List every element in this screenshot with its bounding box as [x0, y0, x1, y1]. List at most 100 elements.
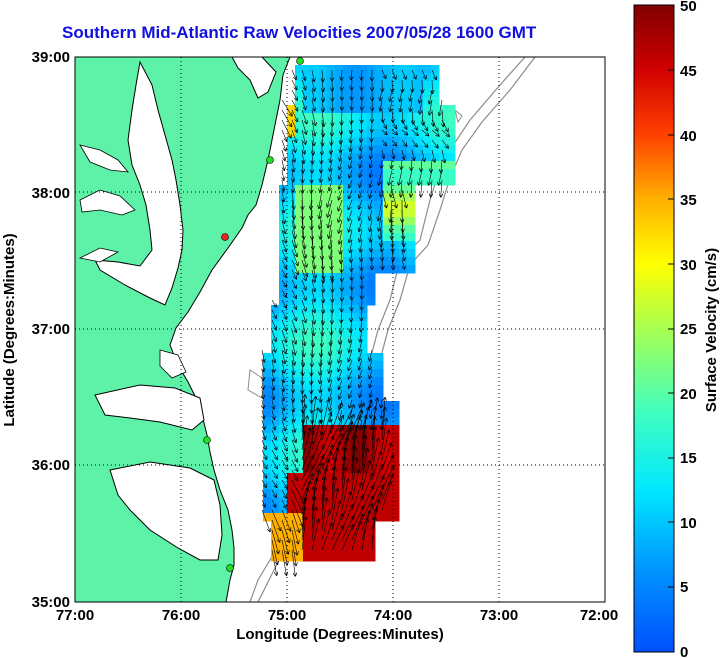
velocity-vector — [431, 69, 436, 80]
velocity-cell — [375, 441, 384, 450]
velocity-cell — [303, 201, 312, 210]
velocity-vector — [351, 79, 352, 90]
velocity-vector — [271, 419, 275, 430]
velocity-vector — [361, 435, 366, 471]
velocity-vector — [311, 497, 315, 531]
velocity-vector — [311, 397, 316, 431]
y-tick-label: 38:00 — [32, 185, 70, 202]
colorbar-tick-label: 20 — [680, 386, 697, 403]
velocity-cell — [287, 337, 296, 346]
velocity-cell — [279, 489, 288, 498]
velocity-vector — [311, 289, 315, 302]
velocity-vector — [360, 239, 362, 252]
velocity-cell — [295, 329, 304, 338]
velocity-vector — [391, 209, 392, 232]
velocity-cell — [311, 289, 320, 298]
velocity-cell — [367, 497, 376, 506]
velocity-cell — [383, 137, 392, 146]
velocity-cell — [359, 193, 368, 202]
velocity-cell — [375, 137, 384, 146]
velocity-vector — [329, 229, 333, 249]
velocity-vector — [271, 499, 276, 507]
velocity-cell — [423, 89, 432, 98]
velocity-cell — [391, 497, 400, 506]
velocity-cell — [319, 377, 328, 386]
velocity-vector — [281, 99, 292, 116]
x-tick-label: 74:00 — [374, 607, 412, 624]
velocity-vector — [392, 109, 393, 122]
velocity-cell — [327, 121, 336, 130]
velocity-cell — [287, 225, 296, 234]
velocity-vector — [301, 319, 305, 334]
velocity-cell — [311, 193, 320, 202]
velocity-cell — [367, 249, 376, 258]
velocity-vector — [421, 149, 425, 161]
velocity-cell — [351, 89, 360, 98]
velocity-cell — [391, 449, 400, 458]
velocity-cell — [359, 105, 368, 114]
velocity-cell — [287, 345, 296, 354]
velocity-vector — [390, 199, 392, 222]
velocity-cell — [383, 89, 392, 98]
velocity-vector — [320, 349, 322, 366]
velocity-cell — [311, 457, 320, 466]
velocity-cell — [351, 201, 360, 210]
velocity-vector — [262, 409, 264, 419]
velocity-cell — [423, 81, 432, 90]
velocity-cell — [287, 425, 296, 434]
velocity-vector — [421, 119, 428, 131]
velocity-cell — [287, 521, 296, 530]
velocity-vector — [348, 369, 353, 379]
velocity-vector — [402, 109, 403, 123]
velocity-vector — [381, 189, 387, 208]
velocity-cell — [319, 553, 328, 562]
velocity-cell — [359, 257, 368, 266]
velocity-vector — [349, 389, 353, 398]
velocity-cell — [271, 465, 280, 474]
colorbar-tick-label: 50 — [680, 0, 697, 15]
velocity-cell — [295, 505, 304, 514]
velocity-cell — [359, 177, 368, 186]
velocity-vector — [422, 109, 423, 125]
velocity-cell — [279, 297, 288, 306]
velocity-vector — [282, 159, 284, 170]
velocity-cell — [295, 65, 304, 74]
velocity-cell — [399, 217, 408, 226]
velocity-cell — [303, 337, 312, 346]
velocity-cell — [351, 185, 360, 194]
velocity-cell — [391, 249, 400, 258]
velocity-cell — [327, 537, 336, 546]
velocity-cell — [375, 377, 384, 386]
colorbar: 50 45 40 35 30 25 20 15 10 5 0 Surface V… — [633, 0, 720, 659]
velocity-cell — [327, 297, 336, 306]
velocity-cell — [279, 313, 288, 322]
velocity-cell — [343, 129, 352, 138]
velocity-cell — [383, 241, 392, 250]
velocity-cell — [311, 257, 320, 266]
velocity-cell — [327, 193, 336, 202]
velocity-vector — [441, 139, 448, 148]
velocity-vector — [302, 149, 304, 163]
velocity-cell — [295, 433, 304, 442]
velocity-cell — [303, 545, 312, 554]
velocity-vector — [331, 441, 341, 471]
velocity-vector — [341, 525, 353, 551]
velocity-cell — [287, 545, 296, 554]
velocity-cell — [351, 249, 360, 258]
velocity-vector — [331, 426, 344, 451]
velocity-cell — [335, 89, 344, 98]
velocity-cell — [351, 169, 360, 178]
velocity-vector — [321, 452, 331, 481]
velocity-vector — [371, 485, 383, 511]
velocity-cell — [319, 521, 328, 530]
velocity-cell — [415, 113, 424, 122]
velocity-cell — [311, 209, 320, 218]
velocity-vector — [381, 408, 385, 441]
velocity-cell — [287, 209, 296, 218]
velocity-cell — [327, 481, 336, 490]
velocity-vector — [301, 455, 313, 481]
velocity-cell — [311, 361, 320, 370]
velocity-vector — [381, 399, 382, 408]
velocity-cell — [391, 265, 400, 274]
velocity-cell — [303, 113, 312, 122]
